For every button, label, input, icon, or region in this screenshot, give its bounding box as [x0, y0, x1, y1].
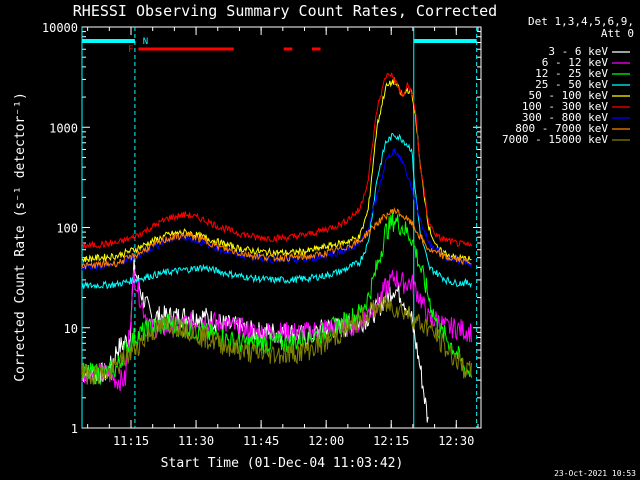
- y-axis-label: Corrected Count Rate (s⁻¹ detector⁻¹): [13, 92, 28, 382]
- legend-label: 25 - 50 keV: [535, 78, 608, 91]
- series-line: [81, 72, 472, 250]
- legend-header: Att 0: [601, 27, 634, 40]
- y-tick-label: 10: [64, 322, 78, 336]
- series-line: [81, 77, 472, 264]
- flag-label-f: F: [128, 45, 133, 55]
- flag-label-n: N: [143, 37, 148, 47]
- x-tick-label: 11:30: [178, 434, 214, 448]
- y-tick-label: 10000: [42, 21, 78, 35]
- x-axis-label: Start Time (01-Dec-04 11:03:42): [161, 456, 404, 471]
- legend-label: 3 - 6 keV: [548, 45, 608, 58]
- plot-area: 1 10 100 1000 10000 11:15 11:30 11:45 12:00 12:15…: [42, 21, 482, 448]
- legend-header: Det 1,3,4,5,6,9,: [528, 15, 634, 28]
- x-tick-label: 11:15: [113, 434, 149, 448]
- series-line: [81, 132, 472, 290]
- legend-label: 800 - 7000 keV: [515, 122, 608, 135]
- legend-label: 7000 - 15000 keV: [502, 133, 608, 146]
- legend-label: 50 - 100 keV: [529, 89, 609, 102]
- legend-label: 300 - 800 keV: [522, 111, 608, 124]
- legend-label: 100 - 300 keV: [522, 100, 608, 113]
- legend-label: 12 - 25 keV: [535, 67, 608, 80]
- timestamp: 23-Oct-2021 10:53: [554, 469, 636, 478]
- y-tick-label: 100: [56, 222, 78, 236]
- y-tick-label: 1: [71, 422, 78, 436]
- series-line: [81, 294, 472, 386]
- x-tick-label: 12:30: [438, 434, 474, 448]
- series-line: [81, 212, 472, 386]
- x-tick-label: 11:45: [243, 434, 279, 448]
- series-line: [81, 206, 472, 270]
- x-tick-label: 12:15: [373, 434, 409, 448]
- legend-label: 6 - 12 keV: [542, 56, 609, 69]
- chart-title: RHESSI Observing Summary Count Rates, Co…: [73, 2, 497, 20]
- x-tick-label: 12:00: [308, 434, 344, 448]
- y-tick-label: 1000: [49, 121, 78, 135]
